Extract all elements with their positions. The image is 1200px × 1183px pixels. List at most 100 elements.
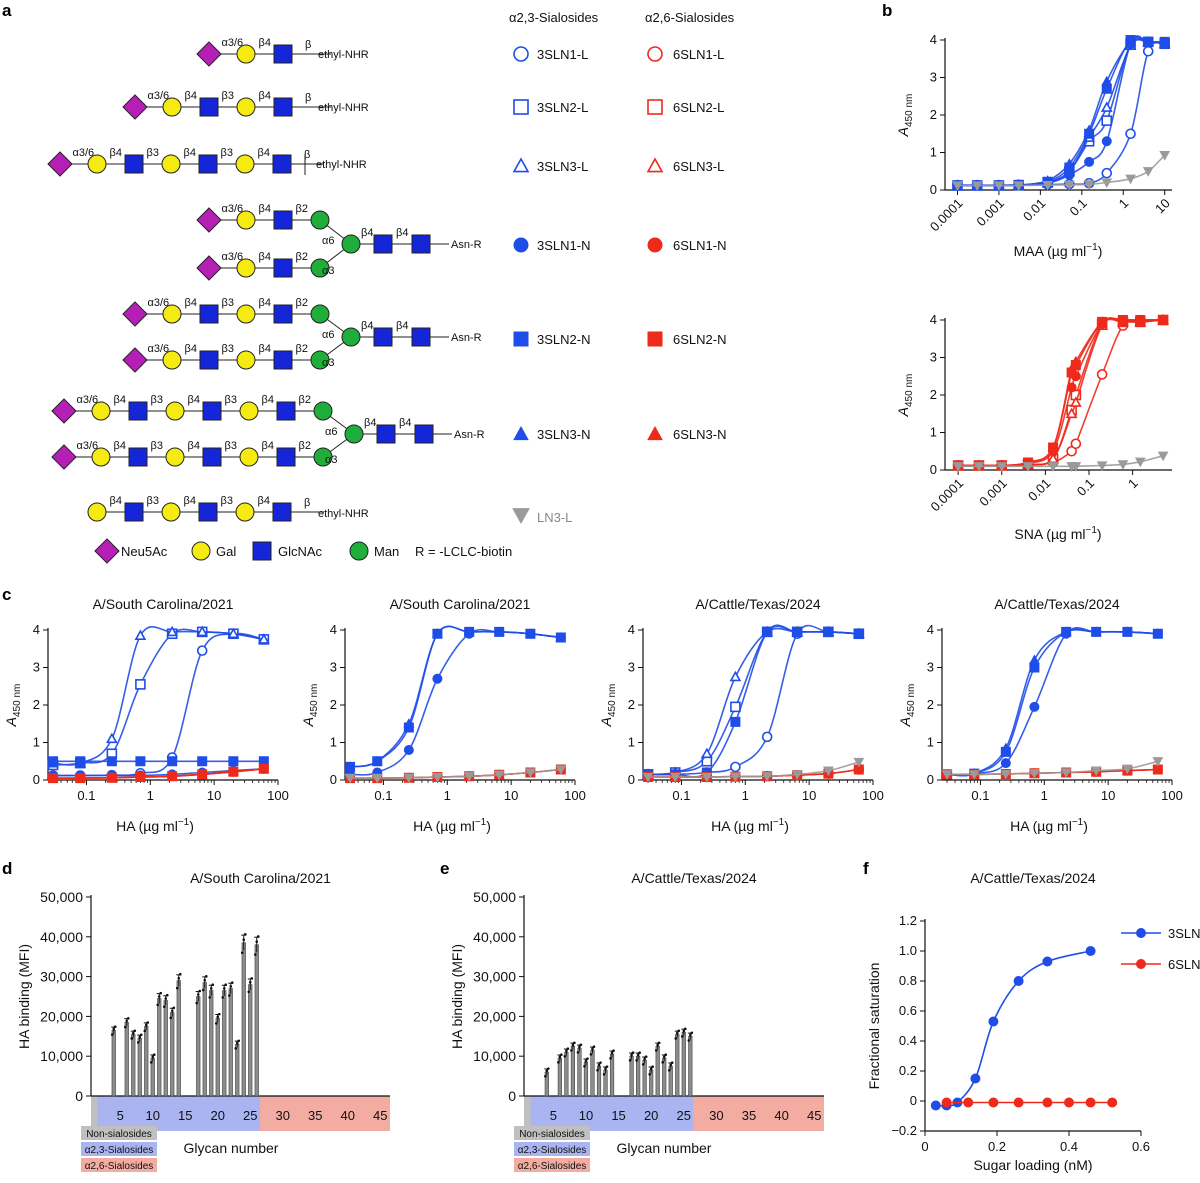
replicate-dot — [557, 1061, 560, 1064]
glcnac-square — [276, 447, 296, 467]
bar-group — [149, 1053, 156, 1097]
replicate-dot — [125, 1019, 129, 1023]
replicate-dot — [227, 994, 231, 997]
legend-label-α2,3-Sialosides: α2,3-Sialosides — [85, 1145, 154, 1156]
label-3SLN2-L: 3SLN2-L — [537, 100, 588, 115]
series-3SLN3-N — [952, 36, 1171, 190]
data-point-LN3-L — [761, 772, 773, 782]
data-point-6SLN3-N — [1066, 363, 1077, 373]
data-point-LN3-L — [1042, 181, 1054, 191]
data-point-LN3-L — [1000, 769, 1012, 780]
y-tick-label: 0 — [33, 772, 40, 787]
replicate-dot — [643, 1057, 646, 1061]
data-point-3SLN3-N — [403, 718, 415, 728]
x-axis-label: Glycan number — [184, 1140, 279, 1156]
series-6SLN1-N — [953, 315, 1169, 471]
y-tick-label: 2 — [33, 697, 40, 712]
data-point-6SLN3-N — [74, 772, 86, 783]
symbol-6SLN1-N — [647, 237, 663, 253]
replicate-dot — [196, 993, 200, 996]
y-tick-label: 50,000 — [473, 889, 516, 905]
series-6SLN — [941, 1097, 1118, 1108]
bar-group — [143, 1021, 150, 1097]
glcnac-square — [273, 350, 293, 370]
y-tick-label: 40,000 — [40, 929, 83, 945]
x-tick-label: 0 — [921, 1139, 928, 1154]
bar — [202, 982, 207, 1097]
replicate-dot — [628, 1059, 632, 1062]
replicate-dot — [157, 995, 161, 998]
linkage-label: β4 — [184, 495, 196, 507]
data-point-3SLN — [970, 1073, 981, 1084]
legend-neu5ac-diamond — [94, 538, 120, 564]
asn-label: Asn-R — [451, 332, 482, 344]
linkage-label: β4 — [259, 37, 271, 49]
glcnac-square — [128, 447, 148, 467]
x-axis-label-main: SNA (µg ml — [1014, 526, 1085, 542]
replicate-dot — [195, 1001, 199, 1005]
neu5ac-diamond — [51, 398, 77, 424]
gal-circle — [236, 258, 256, 278]
replicate-dot — [644, 1055, 648, 1058]
replicate-dot — [255, 940, 259, 944]
y-axis-label-sub: 450 nm — [904, 374, 915, 407]
bar-group — [583, 1057, 589, 1097]
y-axis-label-a: A — [895, 407, 911, 417]
legend-label-α2,3-Sialosides: α2,3-Sialosides — [518, 1145, 587, 1156]
x-axis-label: Sugar loading (nM) — [973, 1157, 1092, 1173]
series-6SLN1-L — [952, 314, 1169, 471]
series-line-3SLN3-N — [947, 629, 1158, 777]
x-axis-label-main: HA (µg ml — [1010, 818, 1072, 834]
data-point-LN3-L — [493, 770, 505, 781]
glcnac-square — [199, 304, 219, 324]
linkage-alpha3: α3 — [322, 357, 334, 369]
bar — [157, 998, 162, 1097]
data-point-3SLN2-N — [823, 626, 834, 637]
data-point-LN3-L — [1157, 451, 1169, 462]
data-point-3SLN2-N — [75, 756, 86, 767]
data-point-3SLN2-N — [730, 716, 741, 727]
man-core-circle — [344, 424, 364, 444]
y-tick-label: 4 — [930, 312, 937, 327]
y-axis-label-sub: 450 nm — [906, 684, 917, 717]
data-point-LN3-L — [432, 772, 443, 783]
bar — [557, 1057, 562, 1097]
replicate-dot — [156, 1003, 160, 1007]
y-tick-label: 1.2 — [899, 913, 917, 928]
replicate-dot — [649, 1067, 653, 1071]
legend-neu5ac: Neu5Ac — [121, 544, 168, 559]
man-core-circle — [341, 234, 361, 254]
replicate-dot — [544, 1074, 547, 1078]
symbol-6SLN1-L — [647, 46, 663, 62]
data-point-3SLN3-N — [493, 626, 505, 636]
data-point-6SLN1-L — [1070, 438, 1082, 450]
x-axis-label-close: ) — [486, 818, 491, 834]
data-point-3SLN3-L — [1100, 101, 1113, 112]
neu5ac-diamond — [51, 444, 77, 470]
bar-group — [247, 977, 254, 1097]
asn-label: Asn-R — [454, 429, 485, 441]
y-tick-label: 1 — [927, 735, 934, 750]
replicate-dot — [253, 953, 257, 956]
data-point-LN3-L — [525, 768, 536, 779]
x-tick-label: 40 — [341, 1108, 355, 1123]
replicate-dot — [657, 1041, 661, 1045]
replicate-dot — [675, 1031, 679, 1035]
linkage-label: β2 — [296, 251, 308, 263]
neu5ac-diamond — [122, 347, 148, 373]
bar-group — [214, 1012, 221, 1097]
data-point-3SLN3-N — [1029, 654, 1040, 665]
linkage-label: β2 — [296, 297, 308, 309]
linkage-label: α3/6 — [222, 203, 244, 215]
legend-box-α2,6-Sialosides — [514, 1158, 590, 1172]
x-axis-label-main: HA (µg ml — [413, 818, 475, 834]
data-point-LN3-L — [1013, 181, 1025, 192]
y-tick-label: 3 — [330, 660, 337, 675]
series-6SLN3-N — [47, 763, 270, 783]
series-6SLN3-L — [952, 313, 1169, 470]
glcnac-square — [373, 234, 393, 254]
linkage-beta: β — [305, 92, 311, 104]
linkage-label: β2 — [296, 203, 308, 215]
data-point-6SLN — [1107, 1097, 1118, 1108]
glcnac-square — [202, 401, 222, 421]
